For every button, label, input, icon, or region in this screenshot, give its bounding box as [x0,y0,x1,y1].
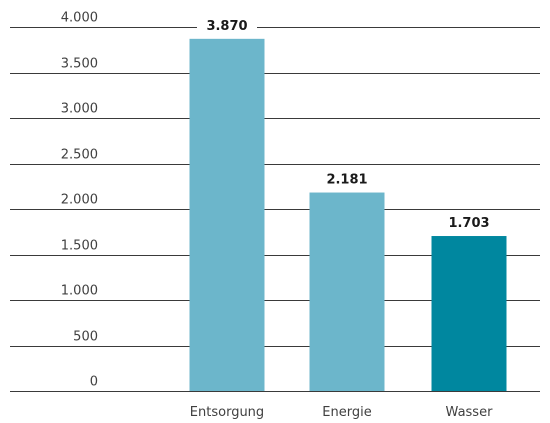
bar [189,38,265,392]
value-label-background [197,12,257,35]
bar-value-label: 3.870 [206,19,247,34]
y-axis-tick-labels: 0 500 1.000 1.500 2.000 2.500 3.000 3.500 4.000 [61,11,98,390]
y-tick-label: 2.000 [61,193,98,208]
x-category-label: Entsorgung [190,405,264,420]
y-tick-label: 500 [73,330,98,345]
y-tick-label: 2.500 [61,148,98,163]
bars [189,38,507,392]
bar-value-label: 2.181 [326,173,367,188]
bar [431,236,507,391]
bar-value-label: 1.703 [448,216,489,231]
y-tick-label: 1.500 [61,239,98,254]
x-axis-category-labels: Entsorgung Energie Wasser [190,405,493,420]
bar-value-labels: 3.870 2.181 1.703 [197,12,499,233]
value-label-background [439,210,499,233]
y-tick-label: 3.500 [61,57,98,72]
y-tick-label: 4.000 [61,11,98,26]
y-tick-label: 1.000 [61,284,98,299]
x-category-label: Wasser [446,405,494,420]
x-category-label: Energie [322,405,371,420]
bar [309,192,385,391]
y-tick-label: 3.000 [61,102,98,117]
y-tick-label: 0 [90,375,98,390]
gridlines [10,27,540,392]
value-label-background [317,166,377,189]
